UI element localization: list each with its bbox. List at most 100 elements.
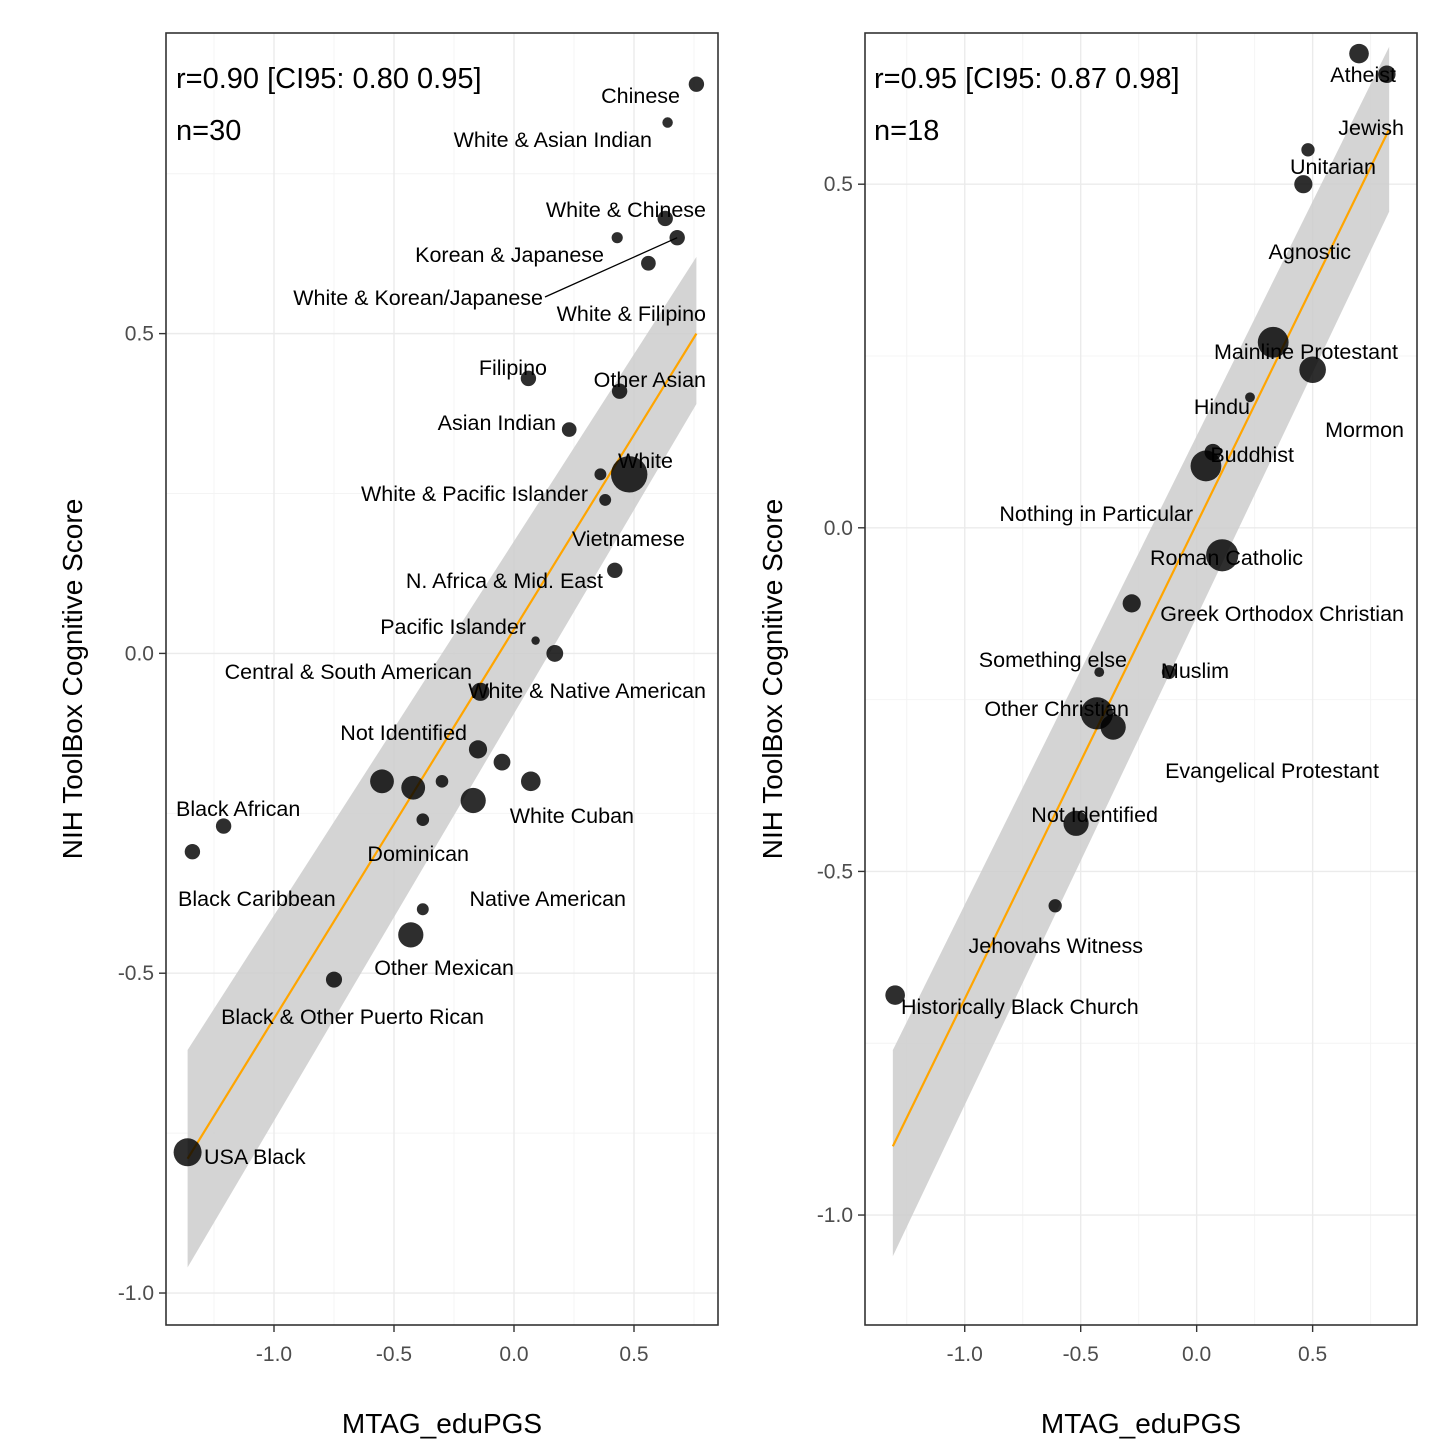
data-point-pacific-islander xyxy=(531,636,540,645)
data-point-black-african xyxy=(215,818,232,834)
data-point-something-else xyxy=(1094,667,1105,678)
data-point-unlabeled-20 xyxy=(401,775,426,800)
point-label-white: White xyxy=(618,449,673,473)
y-tick-label: -1.0 xyxy=(817,1204,853,1227)
point-label-native-american: Native American xyxy=(469,887,626,911)
data-point-mormon xyxy=(1299,356,1326,384)
y-tick-label: -1.0 xyxy=(118,1282,154,1305)
data-point-unitarian xyxy=(1301,143,1315,157)
data-point-unlabeled-21 xyxy=(435,775,449,788)
data-point-other-asian xyxy=(611,383,628,399)
point-label-central-south-american: Central & South American xyxy=(225,660,472,684)
x-tick-label: -1.0 xyxy=(947,1343,983,1366)
data-point-evangelical-protestant xyxy=(1100,714,1126,740)
point-label-pacific-islander: Pacific Islander xyxy=(380,615,526,639)
data-point-vietnamese xyxy=(599,493,612,506)
point-label-chinese: Chinese xyxy=(601,84,680,108)
point-label-filipino: Filipino xyxy=(479,356,547,380)
point-label-white-cuban: White Cuban xyxy=(510,804,634,828)
point-label-white-korean-japanese: White & Korean/Japanese xyxy=(293,286,543,310)
data-point-white-cuban xyxy=(460,787,486,814)
data-point-unlabeled-18 xyxy=(521,771,541,792)
data-point-hindu xyxy=(1245,392,1255,403)
data-point-unlabeled-17 xyxy=(493,753,511,771)
x-axis-title: MTAG_eduPGS xyxy=(1041,1408,1241,1439)
data-point-central-south-american xyxy=(546,645,564,662)
point-label-buddhist: Buddhist xyxy=(1210,443,1294,467)
point-label-asian-indian: Asian Indian xyxy=(438,411,556,435)
point-label-unitarian: Unitarian xyxy=(1290,155,1376,179)
data-point-not-identified xyxy=(1063,810,1089,836)
point-label-jehovahs-witness: Jehovahs Witness xyxy=(969,934,1143,958)
data-point-black-caribbean xyxy=(184,843,201,860)
data-point-native-american xyxy=(416,903,429,916)
y-tick-label: 0.5 xyxy=(125,323,154,346)
data-point-filipino xyxy=(520,370,537,387)
point-label-dominican: Dominican xyxy=(367,842,469,866)
y-tick-label: 0.0 xyxy=(824,517,853,540)
x-tick-label: 0.0 xyxy=(1182,1343,1211,1366)
x-tick-label: -0.5 xyxy=(1063,1343,1099,1366)
point-label-other-asian: Other Asian xyxy=(594,368,706,392)
sample-size-annotation: n=18 xyxy=(874,115,939,147)
point-label-jewish: Jewish xyxy=(1338,116,1404,140)
panel-border xyxy=(864,32,1418,1326)
data-point-dominican xyxy=(416,813,430,827)
data-point-asian-indian xyxy=(561,422,577,437)
point-label-white-filipino: White & Filipino xyxy=(557,302,706,326)
point-label-evangelical-protestant: Evangelical Protestant xyxy=(1165,759,1379,783)
point-label-black-african: Black African xyxy=(176,797,300,821)
point-label-white-chinese: White & Chinese xyxy=(546,198,706,222)
x-tick-label: -1.0 xyxy=(256,1343,292,1366)
point-label-not-identified: Not Identified xyxy=(340,721,467,745)
point-label-something-else: Something else xyxy=(979,648,1127,672)
y-axis-title: NIH ToolBox Cognitive Score xyxy=(757,499,788,860)
data-point-korean-japanese xyxy=(611,232,623,244)
y-tick-label: 0.0 xyxy=(125,642,154,665)
x-tick-label: 0.5 xyxy=(1298,1343,1327,1366)
correlation-annotation: r=0.90 [CI95: 0.80 0.95] xyxy=(176,63,482,95)
data-point-atheist xyxy=(1349,43,1369,64)
data-point-white-chinese xyxy=(657,210,673,227)
data-point-muslim xyxy=(1161,665,1176,680)
point-label-black-other-puerto-rican: Black & Other Puerto Rican xyxy=(221,1005,484,1029)
data-point-agnostic xyxy=(1294,175,1313,194)
data-point-white-filipino xyxy=(641,255,656,271)
point-label-mormon: Mormon xyxy=(1325,418,1404,442)
data-point-jehovahs-witness xyxy=(1048,899,1062,913)
y-tick-label: 0.5 xyxy=(824,173,853,196)
data-point-white-pacific-islander xyxy=(594,468,607,481)
point-label-muslim: Muslim xyxy=(1161,659,1229,683)
leader-line xyxy=(544,237,678,298)
point-label-mainline-protestant: Mainline Protestant xyxy=(1214,340,1398,364)
point-label-hindu: Hindu xyxy=(1194,395,1250,419)
x-tick-label: -0.5 xyxy=(376,1343,412,1366)
point-label-roman-catholic: Roman Catholic xyxy=(1150,546,1303,570)
data-point-black-other-puerto-rican xyxy=(325,971,343,988)
panel-border xyxy=(165,32,719,1326)
point-label-agnostic: Agnostic xyxy=(1269,240,1352,264)
point-label-nothing-in-particular: Nothing in Particular xyxy=(999,502,1193,526)
sample-size-annotation: n=30 xyxy=(176,115,241,147)
x-tick-label: 0.5 xyxy=(619,1343,648,1366)
data-point-not-identified xyxy=(468,740,488,759)
point-label-white-native-american: White & Native American xyxy=(468,679,706,703)
data-point-mainline-protestant xyxy=(1257,326,1289,358)
point-label-other-mexican: Other Mexican xyxy=(374,956,514,980)
x-tick-label: 0.0 xyxy=(499,1343,528,1366)
data-point-white-asian-indian xyxy=(662,117,673,128)
data-point-n-africa-mid-east xyxy=(607,562,623,578)
point-label-white-pacific-islander: White & Pacific Islander xyxy=(361,482,588,506)
point-label-greek-orthodox-christian: Greek Orthodox Christian xyxy=(1160,602,1404,626)
right-panel: Atheist Jewish Unitarian Agnostic Mainline P… xyxy=(757,32,1418,1439)
point-label-black-caribbean: Black Caribbean xyxy=(178,887,336,911)
y-axis-title: NIH ToolBox Cognitive Score xyxy=(57,499,88,860)
data-point-jewish xyxy=(1378,65,1396,83)
point-label-other-christian: Other Christian xyxy=(984,697,1129,721)
y-tick-label: -0.5 xyxy=(118,962,154,985)
data-point-other-mexican xyxy=(398,922,424,948)
y-tick-label: -0.5 xyxy=(817,860,853,883)
data-point-roman-catholic xyxy=(1206,539,1239,572)
